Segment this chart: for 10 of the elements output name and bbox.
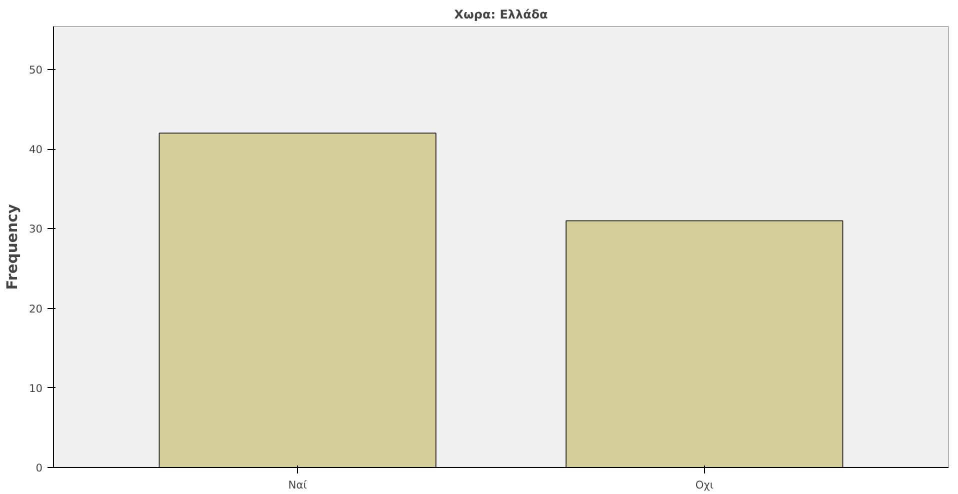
y-tick-label: 0 (36, 462, 43, 474)
x-tick-label: Οχι (695, 478, 714, 492)
y-tick-label: 30 (28, 222, 43, 236)
y-tick-label: 20 (28, 302, 43, 316)
y-axis-title: Frequency (4, 204, 21, 290)
x-tick-label: Ναί (288, 478, 308, 492)
chart-title: Χωρα: Ελλάδα (454, 8, 548, 22)
y-tick-label: 10 (28, 382, 43, 395)
y-tick-label: 50 (28, 63, 43, 76)
y-tick-label: 40 (28, 143, 43, 156)
